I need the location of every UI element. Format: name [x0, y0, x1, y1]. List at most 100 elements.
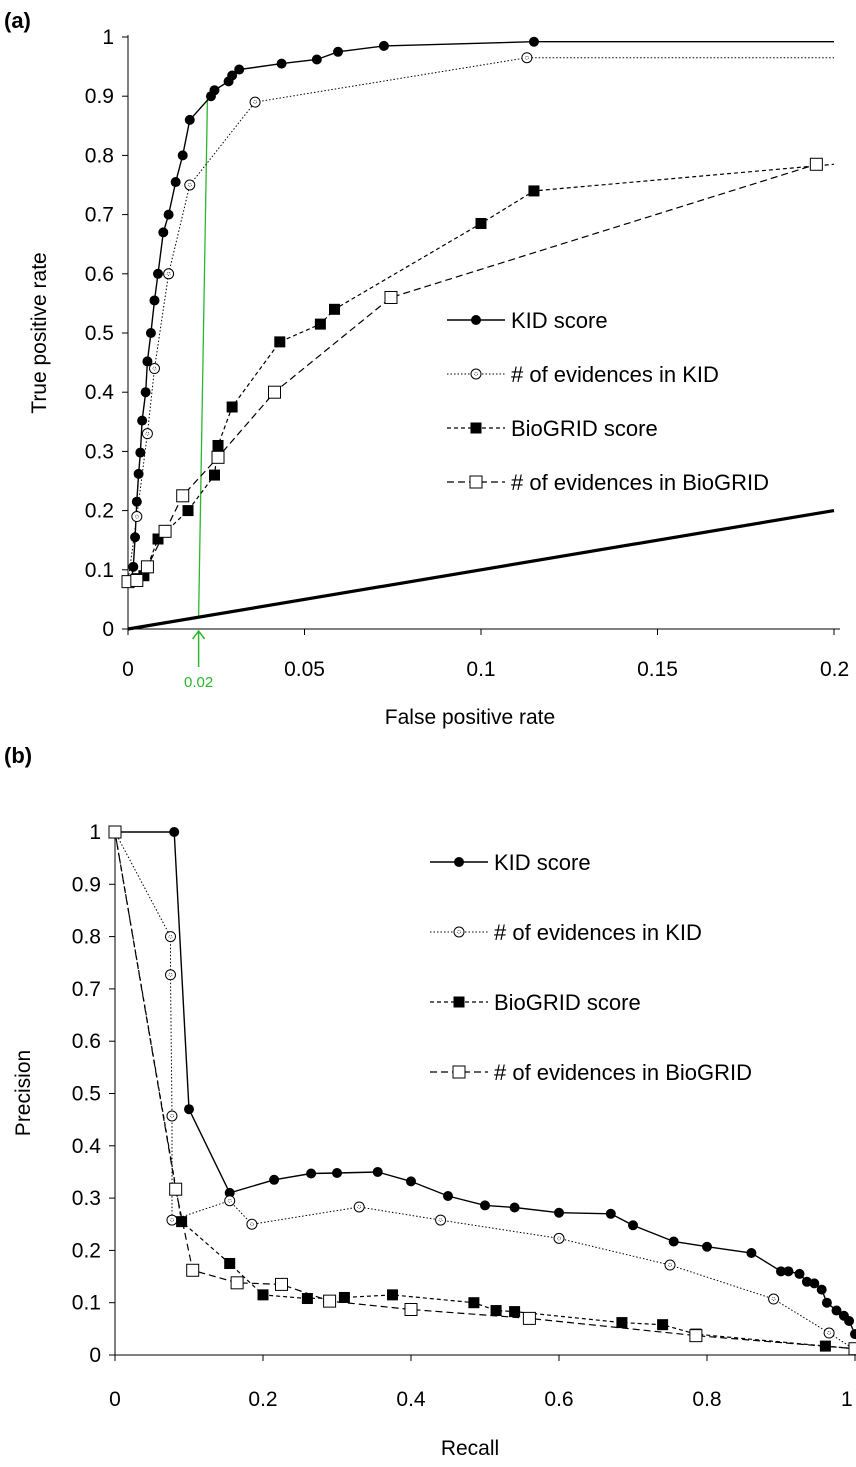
panel-a-roc-chart: (a) 0 0.1 0.2 0.3 0.4 0.5 0.6 0.7 0.8 0.9 1 0 0.05 0.1… — [4, 8, 849, 729]
legend-entry: # of evidences in BioGRID — [511, 470, 769, 495]
data-point — [332, 1167, 342, 1178]
data-point — [140, 387, 151, 398]
data-point-inner — [557, 1236, 561, 1241]
legend-entry: BioGRID score — [494, 990, 641, 1015]
data-point — [128, 561, 139, 572]
data-point-inner — [134, 514, 139, 519]
data-point-inner — [170, 1114, 174, 1118]
data-point — [267, 385, 281, 399]
data-point — [372, 1166, 383, 1177]
series-line--of-evidences-in-kid — [114, 831, 856, 1351]
data-point — [844, 1316, 855, 1327]
data-point — [224, 1187, 235, 1198]
data-point — [148, 363, 160, 375]
data-point — [184, 179, 196, 191]
data-point — [480, 1200, 490, 1211]
data-point — [226, 401, 238, 413]
data-point — [208, 469, 220, 481]
data-point — [850, 1329, 856, 1340]
y-tick-label: 0.9 — [72, 873, 101, 896]
y-tick-label: 0.6 — [72, 1030, 101, 1053]
data-point — [176, 1216, 188, 1228]
data-point — [314, 318, 326, 330]
data-point-inner — [168, 934, 173, 939]
data-point — [509, 1202, 520, 1213]
data-point-inner — [771, 1297, 776, 1301]
y-tick-label: 0.5 — [85, 322, 114, 345]
data-point-inner — [668, 1263, 672, 1267]
data-point — [783, 1266, 794, 1277]
x-tick-label: 0.2 — [248, 1388, 277, 1411]
data-point — [184, 1104, 194, 1115]
y-tick-label: 0.1 — [85, 559, 114, 582]
legend-marker — [452, 1065, 466, 1079]
data-point — [384, 290, 398, 304]
legend-marker-inner — [474, 372, 478, 376]
data-point — [490, 1305, 502, 1317]
data-point — [274, 336, 286, 348]
legend-entry: KID score — [494, 850, 591, 875]
data-point — [234, 64, 245, 75]
data-point — [628, 1220, 638, 1231]
data-point — [353, 1201, 365, 1213]
y-tick-label: 0 — [89, 1344, 101, 1367]
panel-label: (b) — [4, 743, 32, 768]
data-point — [230, 1276, 244, 1290]
data-point-inner — [152, 366, 157, 371]
data-point — [338, 1291, 350, 1303]
data-point — [140, 560, 154, 574]
data-point — [301, 1293, 313, 1305]
data-point — [528, 36, 539, 47]
y-tick-label: 0.4 — [72, 1135, 102, 1158]
legend-marker — [469, 475, 483, 489]
legend-marker — [453, 996, 465, 1008]
x-tick-label: 0.15 — [637, 658, 678, 681]
data-point — [657, 1319, 669, 1331]
data-point — [831, 1305, 842, 1316]
series-line-kid-score — [127, 41, 834, 583]
data-point — [443, 1191, 453, 1202]
data-point — [276, 58, 287, 69]
y-axis-title: True positive rate — [28, 252, 51, 413]
legend-marker — [453, 926, 465, 938]
x-tick-label: 0.1 — [466, 658, 495, 681]
x-tick-label: 0 — [109, 1388, 121, 1411]
data-point — [702, 1241, 712, 1252]
data-point — [152, 533, 164, 545]
data-point — [246, 1218, 258, 1230]
data-point — [554, 1207, 564, 1218]
data-point — [133, 468, 144, 479]
y-tick-label: 0.4 — [85, 381, 115, 404]
data-point — [522, 1311, 536, 1325]
data-point — [131, 496, 142, 507]
data-point — [311, 54, 322, 65]
y-tick-label: 0.6 — [85, 263, 114, 286]
x-tick-label: 1 — [841, 1388, 853, 1411]
data-point — [141, 428, 153, 440]
data-point — [306, 1168, 317, 1179]
y-tick-label: 0.8 — [72, 926, 101, 949]
data-point — [177, 150, 188, 161]
y-tick-label: 0.5 — [72, 1083, 101, 1106]
legend-marker — [454, 857, 464, 867]
data-point — [130, 573, 144, 587]
data-point — [145, 328, 156, 338]
data-point — [138, 570, 150, 582]
data-point — [158, 227, 169, 238]
y-tick-label: 0.7 — [85, 204, 114, 227]
data-point — [153, 268, 164, 279]
data-point — [131, 511, 143, 523]
y-tick-label: 1 — [89, 821, 101, 844]
data-point — [135, 447, 146, 458]
panel-label: (a) — [4, 8, 31, 33]
data-point — [823, 1327, 835, 1339]
x-tick-label: 0.6 — [544, 1388, 573, 1411]
data-point-inner — [187, 183, 192, 187]
data-point-inner — [145, 431, 150, 436]
data-point — [176, 489, 190, 503]
data-point — [130, 532, 141, 543]
data-point — [142, 356, 153, 367]
data-point — [108, 825, 122, 839]
data-point — [509, 1306, 521, 1318]
data-point — [406, 1176, 416, 1187]
